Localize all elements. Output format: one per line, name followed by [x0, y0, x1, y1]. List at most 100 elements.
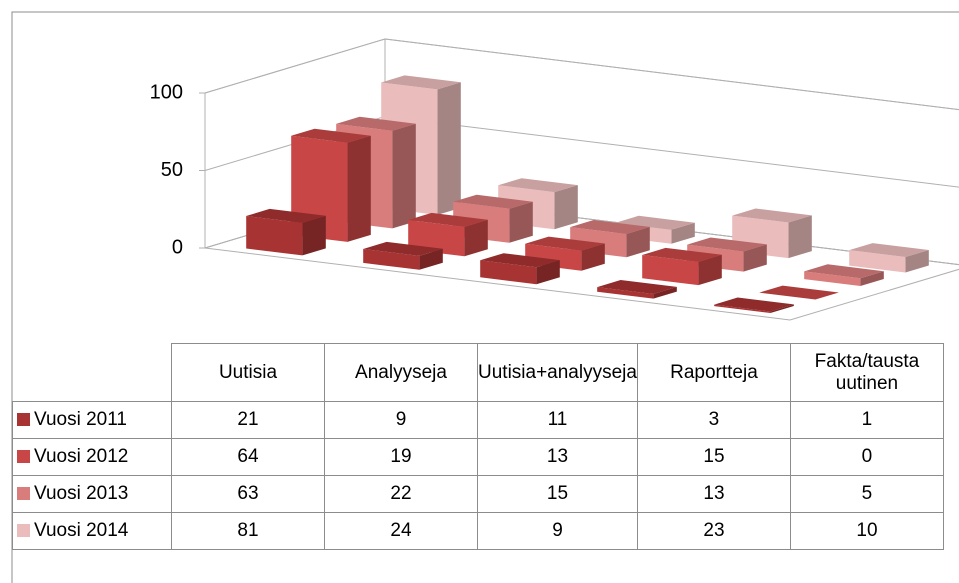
table-value: 9 [324, 401, 478, 439]
bar-top [498, 178, 578, 193]
legend-label: Vuosi 2011 [34, 409, 127, 430]
data-row: Vuosi 2014 81 24 9 23 10 [12, 512, 944, 550]
column-header: Analyyseja [324, 343, 478, 402]
chart-frame [11, 11, 959, 583]
table-value: 21 [171, 401, 325, 439]
bar-side [581, 243, 605, 271]
table-value: 0 [789, 438, 944, 476]
table-value: 1 [789, 401, 944, 439]
bar-top [597, 280, 677, 294]
table-value: 22 [324, 475, 478, 513]
table-value: 19 [324, 438, 478, 476]
bar-side [770, 304, 794, 313]
column-header: Uutisia [171, 343, 325, 402]
bar [642, 247, 722, 286]
bar-top [615, 215, 695, 230]
bar-side [626, 226, 650, 258]
table-value: 3 [636, 401, 791, 439]
row-header: Vuosi 2012 [12, 438, 172, 476]
bar-side [671, 222, 695, 244]
bar-top [291, 128, 371, 143]
table-value: 13 [636, 475, 791, 513]
bar-top [642, 247, 722, 262]
bar-side [392, 123, 416, 229]
table-value: 5 [789, 475, 944, 513]
bar-front [363, 249, 420, 270]
bar-side [788, 215, 812, 259]
column-header: Uutisia+analyyseja [477, 343, 638, 402]
bar [732, 208, 812, 259]
bar [804, 264, 884, 286]
bar-side [536, 260, 560, 285]
bar-front [246, 216, 303, 256]
legend-key [17, 413, 30, 426]
y-tick-label: 50 [161, 159, 183, 181]
legend-key [17, 524, 30, 537]
bar [597, 280, 677, 299]
bar-top [525, 236, 605, 251]
bar-top [336, 116, 416, 131]
bar-top [804, 264, 884, 279]
row-header: Vuosi 2011 [12, 401, 172, 439]
y-tick-label: 100 [150, 81, 183, 103]
table-value: 24 [324, 512, 478, 550]
bar-top [849, 243, 929, 257]
bar-front [804, 271, 861, 286]
row-header: Vuosi 2013 [12, 475, 172, 513]
bar-top [570, 220, 650, 234]
table-value: 64 [171, 438, 325, 476]
column-header: Fakta/tausta uutinen [789, 343, 944, 402]
table-value: 15 [477, 475, 638, 513]
bar [480, 253, 560, 285]
bar-top [408, 212, 488, 227]
bar [714, 297, 794, 313]
bar-side [347, 135, 371, 242]
bar-side [419, 248, 443, 270]
table-value: 9 [477, 512, 638, 550]
bar-side [437, 82, 461, 215]
table-value: 81 [171, 512, 325, 550]
y-tick-label: 0 [172, 236, 183, 258]
table-value: 15 [636, 438, 791, 476]
bar-top [759, 285, 839, 300]
bar-side [698, 254, 722, 286]
bar-side [302, 215, 326, 256]
bar-side [743, 244, 767, 272]
column-header: Raportteja [636, 343, 791, 402]
table-value: 63 [171, 475, 325, 513]
bar-front [642, 255, 699, 286]
bar-front [714, 304, 771, 313]
data-row: Vuosi 2012 64 19 13 15 0 [12, 438, 944, 476]
legend-key [17, 450, 30, 463]
bar [363, 241, 443, 270]
bar-front [480, 260, 537, 285]
bar-front [597, 287, 654, 299]
table-value: 13 [477, 438, 638, 476]
bar-top [480, 253, 560, 268]
bar-top [246, 208, 326, 223]
bar-top [714, 297, 794, 312]
blank-cell [12, 343, 172, 402]
data-row: Vuosi 2013 63 22 15 13 5 [12, 475, 944, 513]
bar-top [732, 208, 812, 223]
bar-top [687, 237, 767, 252]
bar-side [509, 201, 533, 243]
bar-side [653, 286, 677, 299]
legend-label: Vuosi 2013 [34, 483, 129, 504]
data-row: Vuosi 2011 21 9 11 3 1 [12, 401, 944, 439]
bar [759, 285, 839, 300]
row-header: Vuosi 2014 [12, 512, 172, 550]
table-value: 11 [477, 401, 638, 439]
legend-label: Vuosi 2014 [34, 520, 129, 541]
data-table: Uutisia Analyyseja Uutisia+analyyseja Rapor… [12, 343, 944, 550]
bar-side [464, 219, 488, 257]
bar-top [381, 75, 461, 90]
bar [246, 208, 326, 256]
bar-side [905, 250, 929, 273]
legend-key [17, 487, 30, 500]
bar-top [453, 194, 533, 209]
legend-label: Vuosi 2012 [34, 446, 129, 467]
header-row: Uutisia Analyyseja Uutisia+analyyseja Rapor… [12, 343, 944, 402]
